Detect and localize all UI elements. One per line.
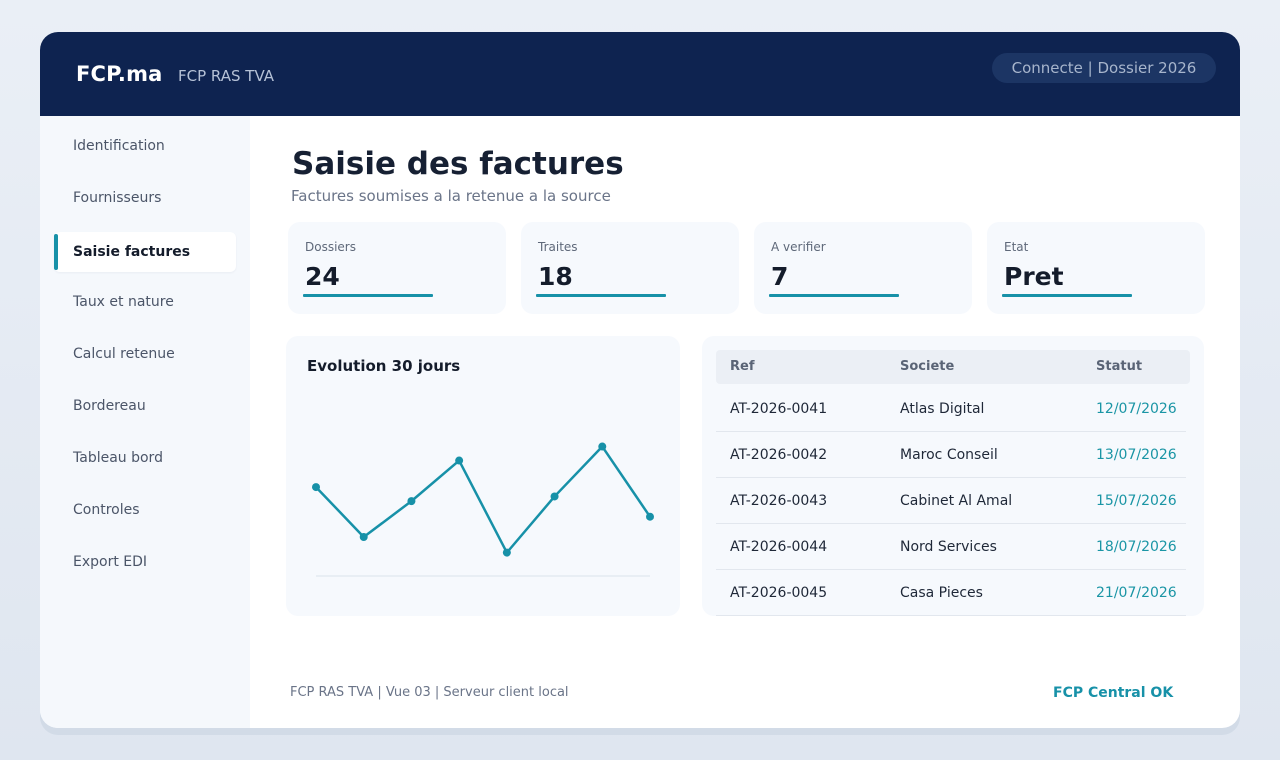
- cell-ref: AT-2026-0043: [730, 493, 828, 509]
- invoice-table: Ref Societe Statut AT-2026-0041 Atlas Di…: [702, 336, 1204, 616]
- series-line: [315, 445, 652, 554]
- kpi-accent-bar: [536, 294, 666, 297]
- cell-societe: Casa Pieces: [900, 585, 983, 601]
- connection-status-badge: Connecte | Dossier 2026: [992, 53, 1216, 83]
- footer-info: FCP RAS TVA | Vue 03 | Serveur client lo…: [290, 685, 569, 700]
- cell-ref: AT-2026-0041: [730, 401, 828, 417]
- footer-status: FCP Central OK: [1053, 685, 1174, 701]
- main-content: Saisie des factures Factures soumises a …: [250, 116, 1240, 728]
- kpi-label: Traites: [538, 240, 578, 254]
- page-subtitle: Factures soumises a la retenue a la sour…: [291, 187, 611, 205]
- column-header-societe[interactable]: Societe: [900, 359, 955, 374]
- sidebar-item-bordereau[interactable]: Bordereau: [73, 398, 146, 414]
- data-point-7[interactable]: [598, 442, 607, 451]
- sidebar-item-fournisseurs[interactable]: Fournisseurs: [73, 190, 162, 206]
- app-subtitle: FCP RAS TVA: [178, 67, 275, 85]
- data-point-1[interactable]: [312, 483, 320, 492]
- table-row[interactable]: AT-2026-0045 Casa Pieces 21/07/2026: [716, 570, 1186, 616]
- table-row[interactable]: AT-2026-0044 Nord Services 18/07/2026: [716, 524, 1186, 570]
- column-header-statut[interactable]: Statut: [1096, 359, 1143, 374]
- sidebar-item-controles[interactable]: Controles: [73, 502, 140, 518]
- data-point-4[interactable]: [455, 456, 464, 465]
- table-row[interactable]: AT-2026-0043 Cabinet Al Amal 15/07/2026: [716, 478, 1186, 524]
- top-bar: FCP.ma FCP RAS TVA Connecte | Dossier 20…: [40, 32, 1240, 116]
- kpi-card-etat: Etat Pret: [987, 222, 1205, 314]
- kpi-card-dossiers: Dossiers 24: [288, 222, 506, 314]
- table-row[interactable]: AT-2026-0041 Atlas Digital 12/07/2026: [716, 386, 1186, 432]
- brand-logo[interactable]: FCP.ma: [76, 62, 163, 86]
- cell-ref: AT-2026-0044: [730, 539, 828, 555]
- column-header-ref[interactable]: Ref: [730, 359, 755, 374]
- chart-card: Evolution 30 jours: [286, 336, 680, 616]
- cell-statut: 13/07/2026: [1096, 447, 1177, 463]
- kpi-accent-bar: [769, 294, 899, 297]
- data-point-2[interactable]: [359, 533, 368, 541]
- cell-ref: AT-2026-0042: [730, 447, 828, 463]
- sidebar-item-export-edi[interactable]: Export EDI: [73, 554, 148, 570]
- chart-title: Evolution 30 jours: [307, 357, 461, 375]
- cell-statut: 12/07/2026: [1096, 401, 1177, 417]
- data-point-8[interactable]: [646, 512, 654, 521]
- kpi-label: Etat: [1004, 240, 1029, 254]
- cell-statut: 18/07/2026: [1096, 539, 1177, 555]
- cell-statut: 21/07/2026: [1096, 585, 1177, 601]
- kpi-card-traites: Traites 18: [521, 222, 739, 314]
- line-chart: [312, 442, 654, 577]
- kpi-label: A verifier: [771, 240, 826, 254]
- cell-societe: Maroc Conseil: [900, 447, 998, 463]
- sidebar: Identification Fournisseurs Saisie factu…: [40, 116, 250, 728]
- cell-statut: 15/07/2026: [1096, 493, 1177, 509]
- table-header: Ref Societe Statut: [716, 350, 1190, 384]
- cell-societe: Atlas Digital: [900, 401, 985, 417]
- cell-societe: Cabinet Al Amal: [900, 493, 1013, 509]
- kpi-value: 18: [538, 262, 573, 291]
- data-point-6[interactable]: [550, 492, 559, 501]
- sidebar-item-tableau-bord[interactable]: Tableau bord: [73, 450, 163, 466]
- page-title: Saisie des factures: [292, 146, 624, 182]
- kpi-card-a-verifier: A verifier 7: [754, 222, 972, 314]
- cell-ref: AT-2026-0045: [730, 585, 828, 601]
- kpi-label: Dossiers: [305, 240, 356, 254]
- kpi-value: 24: [305, 262, 340, 291]
- kpi-value: Pret: [1004, 262, 1064, 291]
- data-point-3[interactable]: [407, 497, 416, 506]
- kpi-value: 7: [771, 262, 789, 291]
- kpi-accent-bar: [303, 294, 433, 297]
- sidebar-item-taux-et-nature[interactable]: Taux et nature: [73, 294, 174, 310]
- kpi-accent-bar: [1002, 294, 1132, 297]
- sidebar-item-saisie-factures[interactable]: Saisie factures: [54, 232, 236, 272]
- table-row[interactable]: AT-2026-0042 Maroc Conseil 13/07/2026: [716, 432, 1186, 478]
- cell-societe: Nord Services: [900, 539, 997, 555]
- sidebar-item-calcul-retenue[interactable]: Calcul retenue: [73, 346, 175, 362]
- app-window: FCP.ma FCP RAS TVA Connecte | Dossier 20…: [40, 32, 1240, 728]
- sidebar-item-identification[interactable]: Identification: [73, 138, 165, 154]
- data-point-5[interactable]: [502, 548, 511, 557]
